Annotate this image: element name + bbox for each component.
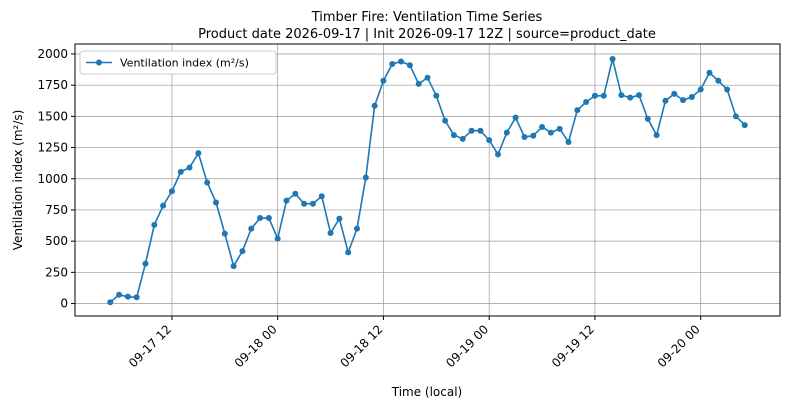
point [151, 221, 158, 228]
point [204, 179, 211, 186]
point [239, 248, 246, 255]
point [424, 74, 431, 81]
legend-marker [96, 59, 102, 66]
y-axis-label: Ventilation index (m²/s) [11, 110, 25, 251]
legend-label: Ventilation index (m²/s) [120, 57, 249, 70]
point [124, 293, 131, 300]
point [503, 129, 510, 136]
point [653, 132, 660, 139]
point [380, 77, 387, 84]
y-tick-label: 1250 [37, 141, 68, 155]
point [301, 200, 308, 207]
point [345, 249, 352, 256]
point [697, 86, 704, 93]
point [547, 129, 554, 136]
point [583, 99, 590, 106]
y-tick-label: 1500 [37, 109, 68, 123]
point [354, 225, 360, 232]
point [741, 122, 748, 129]
y-tick-label: 1750 [37, 78, 68, 92]
point [362, 174, 369, 181]
point [450, 132, 457, 139]
point [618, 92, 625, 99]
x-tick-label: 09-18 12 [338, 322, 386, 370]
point [257, 215, 264, 222]
point [680, 97, 687, 104]
point [600, 92, 607, 99]
point [221, 230, 228, 237]
x-tick-label: 09-19 00 [443, 322, 491, 370]
point [177, 168, 184, 175]
point [636, 92, 642, 99]
point [248, 225, 255, 232]
point [662, 97, 669, 104]
point [644, 115, 651, 122]
legend: Ventilation index (m²/s) [79, 50, 277, 75]
point [459, 135, 466, 142]
x-tick-label: 09-17 12 [126, 322, 174, 370]
point [688, 94, 695, 101]
point [336, 215, 343, 222]
point [415, 80, 422, 87]
point [486, 137, 493, 144]
point [213, 199, 219, 206]
point [309, 200, 316, 207]
point [283, 197, 290, 204]
point [230, 263, 237, 270]
point [292, 190, 299, 197]
point [107, 299, 114, 306]
y-tick-label: 1000 [37, 172, 68, 186]
y-tick-label: 500 [45, 234, 68, 248]
point [318, 193, 325, 200]
point [186, 164, 193, 171]
x-tick-label: 09-19 12 [549, 322, 597, 370]
point [274, 235, 281, 242]
point [142, 260, 149, 267]
point [556, 125, 563, 132]
x-axis-label: Time (local) [391, 385, 463, 399]
y-tick-label: 250 [45, 265, 68, 279]
point [398, 58, 405, 65]
point [477, 127, 484, 134]
point [195, 150, 202, 157]
legend-box [79, 50, 277, 75]
point [512, 114, 519, 121]
x-tick-label: 09-18 00 [232, 322, 280, 370]
point [495, 151, 501, 158]
point [406, 62, 413, 69]
point [433, 92, 440, 99]
point [706, 69, 713, 76]
point [732, 113, 739, 120]
point [627, 94, 634, 101]
y-tick-label: 750 [45, 203, 68, 217]
point [539, 123, 546, 130]
point [371, 102, 378, 109]
point [530, 132, 537, 139]
point [468, 127, 475, 134]
point [574, 107, 581, 114]
plot-frame [74, 43, 781, 317]
point [168, 188, 175, 195]
point [160, 202, 167, 209]
point [715, 77, 722, 84]
chart-subtitle: Product date 2026-09-17 | Init 2026-09-1… [198, 27, 656, 42]
point [591, 92, 598, 99]
point [265, 215, 272, 222]
chart-title: Timber Fire: Ventilation Time Series [311, 10, 543, 25]
y-tick-label: 0 [60, 297, 68, 311]
point [565, 138, 572, 145]
point [389, 60, 396, 67]
point [609, 55, 616, 62]
x-tick-label: 09-20 00 [655, 322, 703, 370]
point [327, 230, 334, 237]
point [724, 86, 731, 93]
y-tick-label: 2000 [37, 47, 68, 61]
point [671, 90, 678, 97]
point [442, 117, 449, 124]
point [116, 291, 123, 298]
point [133, 294, 140, 301]
point [521, 133, 528, 140]
